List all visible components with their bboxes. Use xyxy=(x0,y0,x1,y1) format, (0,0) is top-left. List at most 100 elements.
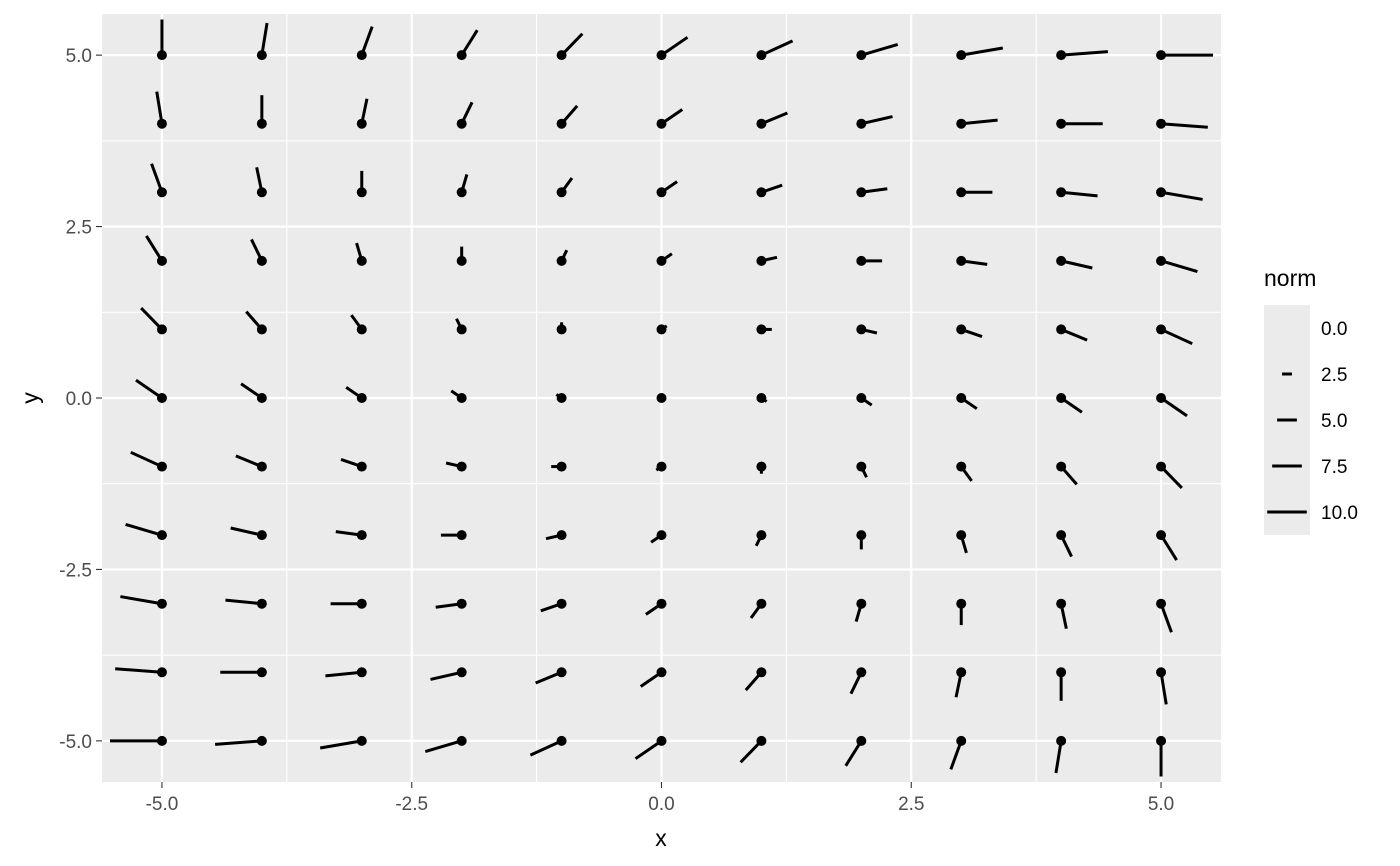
vector-origin-point xyxy=(756,187,767,198)
vector-origin-point xyxy=(656,393,667,403)
vector-origin-point xyxy=(756,50,767,61)
vector-origin-point xyxy=(756,324,767,335)
vector-segment xyxy=(760,39,794,57)
vector-origin-point xyxy=(256,187,267,198)
vector-segment xyxy=(860,115,893,126)
vector-origin-point xyxy=(1056,393,1067,403)
vector-segment xyxy=(360,26,374,56)
vector-segment xyxy=(120,595,163,606)
vector-origin-point xyxy=(156,50,167,61)
vector-segment xyxy=(1060,190,1098,198)
vector-origin-point xyxy=(856,118,867,129)
vector-segment xyxy=(214,739,262,746)
vector-origin-point xyxy=(1156,324,1167,335)
vector-origin-point xyxy=(756,667,767,678)
legend: norm 0.0 2.5 5.0 7.5 10.0 xyxy=(1264,265,1358,535)
vector-origin-point xyxy=(456,187,467,198)
vector-segment xyxy=(424,739,463,753)
vector-segment xyxy=(225,598,263,606)
vector-segment xyxy=(260,22,269,56)
x-tick-label: -5.0 xyxy=(146,794,179,815)
vector-origin-point xyxy=(556,667,567,678)
vector-segment xyxy=(960,46,1004,57)
vector-origin-point xyxy=(956,255,967,266)
vector-origin-point xyxy=(456,255,467,266)
vector-origin-point xyxy=(956,530,967,541)
vector-origin-point xyxy=(756,530,767,541)
vector-origin-point xyxy=(156,187,167,198)
legend-keys: 0.0 2.5 5.0 7.5 10.0 xyxy=(1264,305,1358,535)
vector-origin-point xyxy=(356,324,367,335)
vector-origin-point xyxy=(556,530,567,541)
vector-origin-point xyxy=(956,393,967,403)
vector-origin-point xyxy=(956,598,967,609)
vector-origin-point xyxy=(656,50,667,61)
y-tick-label: 0.0 xyxy=(66,389,92,410)
vector-origin-point xyxy=(256,50,267,61)
vector-segment xyxy=(529,739,563,757)
vector-origin-point xyxy=(356,461,367,472)
x-tick-label: 0.0 xyxy=(648,794,674,815)
vector-origin-point xyxy=(456,118,467,129)
vector-origin-point xyxy=(256,461,267,472)
legend-label: 7.5 xyxy=(1321,457,1347,478)
vector-origin-point xyxy=(1156,461,1167,472)
vector-segment xyxy=(1060,259,1093,270)
vector-segment xyxy=(430,670,463,681)
vector-segment xyxy=(1061,50,1109,57)
vector-origin-point xyxy=(556,324,567,335)
vector-origin-point xyxy=(656,324,667,335)
y-tick-label: -5.0 xyxy=(59,732,92,753)
vector-origin-point xyxy=(1156,187,1167,198)
vector-origin-point xyxy=(356,118,367,129)
vector-origin-point xyxy=(1056,187,1067,198)
vector-segment xyxy=(1160,259,1198,273)
vector-origin-point xyxy=(1056,118,1067,129)
vector-segment xyxy=(1160,122,1208,129)
vector-origin-point xyxy=(256,530,267,541)
vector-origin-point xyxy=(156,255,167,266)
vector-segment xyxy=(125,523,163,537)
vector-origin-point xyxy=(456,667,467,678)
vector-origin-point xyxy=(656,598,667,609)
vector-segment xyxy=(115,667,163,674)
axes: -5.0 -2.5 0.0 2.5 5.0 -5.0 -2.5 0.0 2.5 5.0 xyxy=(59,46,1174,815)
vector-origin-point xyxy=(856,667,867,678)
vector-origin-point xyxy=(656,255,667,266)
vector-origin-point xyxy=(1056,324,1067,335)
vector-segment xyxy=(1160,190,1203,201)
vector-segment xyxy=(634,739,663,760)
vector-origin-point xyxy=(556,118,567,129)
vector-origin-point xyxy=(756,598,767,609)
legend-label: 10.0 xyxy=(1321,503,1358,524)
vector-origin-point xyxy=(556,735,567,746)
vector-origin-point xyxy=(256,255,267,266)
vector-origin-point xyxy=(656,667,667,678)
vector-origin-point xyxy=(256,324,267,335)
vector-origin-point xyxy=(856,187,867,198)
vector-segment xyxy=(949,740,963,770)
vector-segment xyxy=(150,163,164,193)
y-tick-label: -2.5 xyxy=(59,560,92,581)
vector-origin-point xyxy=(1056,598,1067,609)
vector-marks xyxy=(109,19,1214,777)
vector-origin-point xyxy=(656,530,667,541)
vector-origin-point xyxy=(156,667,167,678)
vector-origin-point xyxy=(356,735,367,746)
vector-origin-point xyxy=(856,598,867,609)
x-axis-title: x xyxy=(655,825,667,851)
vector-origin-point xyxy=(1156,530,1167,541)
vector-origin-point xyxy=(356,598,367,609)
vector-segment xyxy=(1159,603,1173,633)
vector-origin-point xyxy=(456,598,467,609)
vector-origin-point xyxy=(1056,50,1067,61)
vector-origin-point xyxy=(356,187,367,198)
vector-origin-point xyxy=(356,530,367,541)
vector-origin-point xyxy=(956,461,967,472)
vector-origin-point xyxy=(356,667,367,678)
vector-origin-point xyxy=(856,735,867,746)
vector-segment xyxy=(1159,672,1168,705)
vector-origin-point xyxy=(256,393,267,403)
y-tick-label: 2.5 xyxy=(66,218,92,239)
vector-origin-point xyxy=(156,324,167,335)
